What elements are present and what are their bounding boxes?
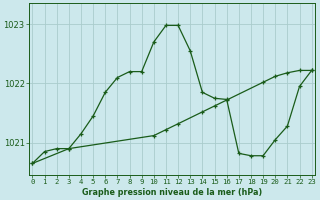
X-axis label: Graphe pression niveau de la mer (hPa): Graphe pression niveau de la mer (hPa)	[82, 188, 262, 197]
